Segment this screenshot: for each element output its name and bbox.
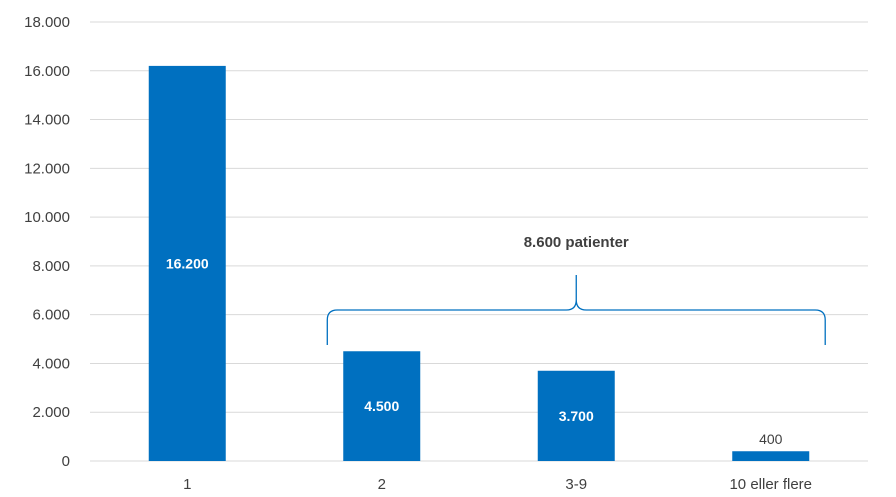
data-label: 400 — [759, 431, 783, 447]
y-tick-label: 2.000 — [32, 404, 70, 421]
x-tick-label: 3-9 — [565, 476, 587, 493]
bars — [148, 65, 810, 462]
annotation-text: 8.600 patienter — [524, 234, 629, 251]
y-tick-label: 10.000 — [24, 209, 70, 226]
y-tick-label: 12.000 — [24, 160, 70, 177]
x-axis-ticks: 1 2 3-9 10 eller flere — [183, 476, 812, 493]
annotation-brace — [326, 275, 826, 345]
x-tick-label: 1 — [183, 476, 191, 493]
y-tick-label: 16.000 — [24, 63, 70, 80]
y-tick-label: 0 — [62, 453, 70, 470]
y-axis-ticks: 0 2.000 4.000 6.000 8.000 10.000 12.000 14.000 1… — [24, 14, 70, 470]
bar — [537, 370, 615, 461]
y-tick-label: 8.000 — [32, 258, 70, 275]
x-tick-label: 2 — [378, 476, 386, 493]
y-tick-label: 6.000 — [32, 307, 70, 324]
bar — [732, 451, 810, 461]
annotation: 8.600 patienter — [326, 234, 826, 345]
y-tick-label: 4.000 — [32, 355, 70, 372]
data-label: 16.200 — [166, 255, 209, 271]
data-label: 3.700 — [559, 408, 594, 424]
x-tick-label: 10 eller flere — [729, 476, 812, 493]
data-labels: 16.200 4.500 3.700 400 — [166, 255, 783, 447]
data-label: 4.500 — [364, 398, 399, 414]
y-tick-label: 18.000 — [24, 14, 70, 31]
y-tick-label: 14.000 — [24, 112, 70, 129]
bar — [343, 351, 421, 461]
bar — [148, 65, 226, 462]
